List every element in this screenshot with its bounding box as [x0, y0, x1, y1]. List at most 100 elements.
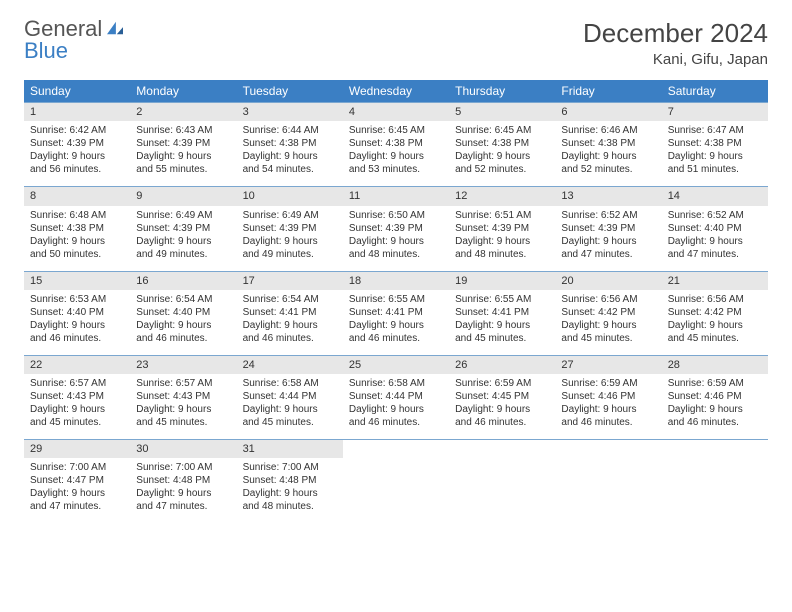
sunrise-line: Sunrise: 6:48 AM	[30, 209, 124, 222]
day-number: 15	[24, 272, 130, 290]
day-body: Sunrise: 6:57 AMSunset: 4:43 PMDaylight:…	[130, 374, 236, 439]
day-body: Sunrise: 6:47 AMSunset: 4:38 PMDaylight:…	[662, 121, 768, 186]
day-number: 24	[237, 356, 343, 374]
sunrise-line: Sunrise: 6:52 AM	[668, 209, 762, 222]
daylight-line: Daylight: 9 hours and 49 minutes.	[243, 235, 337, 261]
calendar-cell: 19Sunrise: 6:55 AMSunset: 4:41 PMDayligh…	[449, 271, 555, 355]
day-body: Sunrise: 6:48 AMSunset: 4:38 PMDaylight:…	[24, 206, 130, 271]
sunset-line: Sunset: 4:44 PM	[349, 390, 443, 403]
day-body: Sunrise: 6:56 AMSunset: 4:42 PMDaylight:…	[662, 290, 768, 355]
day-number: 22	[24, 356, 130, 374]
day-number: 13	[555, 187, 661, 205]
sunrise-line: Sunrise: 6:59 AM	[668, 377, 762, 390]
sunset-line: Sunset: 4:44 PM	[243, 390, 337, 403]
sunset-line: Sunset: 4:47 PM	[30, 474, 124, 487]
sunrise-line: Sunrise: 6:52 AM	[561, 209, 655, 222]
day-body: Sunrise: 6:56 AMSunset: 4:42 PMDaylight:…	[555, 290, 661, 355]
sail-icon	[105, 18, 125, 40]
day-body: Sunrise: 6:43 AMSunset: 4:39 PMDaylight:…	[130, 121, 236, 186]
day-number: 26	[449, 356, 555, 374]
calendar-cell: 23Sunrise: 6:57 AMSunset: 4:43 PMDayligh…	[130, 355, 236, 439]
calendar-cell: 11Sunrise: 6:50 AMSunset: 4:39 PMDayligh…	[343, 187, 449, 271]
daylight-line: Daylight: 9 hours and 48 minutes.	[455, 235, 549, 261]
day-number: 20	[555, 272, 661, 290]
day-body: Sunrise: 6:45 AMSunset: 4:38 PMDaylight:…	[449, 121, 555, 186]
calendar-cell: 14Sunrise: 6:52 AMSunset: 4:40 PMDayligh…	[662, 187, 768, 271]
daylight-line: Daylight: 9 hours and 46 minutes.	[349, 319, 443, 345]
sunset-line: Sunset: 4:40 PM	[30, 306, 124, 319]
daylight-line: Daylight: 9 hours and 46 minutes.	[30, 319, 124, 345]
calendar-row: 8Sunrise: 6:48 AMSunset: 4:38 PMDaylight…	[24, 187, 768, 271]
sunrise-line: Sunrise: 6:45 AM	[455, 124, 549, 137]
sunrise-line: Sunrise: 6:49 AM	[136, 209, 230, 222]
sunset-line: Sunset: 4:42 PM	[561, 306, 655, 319]
sunrise-line: Sunrise: 6:42 AM	[30, 124, 124, 137]
daylight-line: Daylight: 9 hours and 50 minutes.	[30, 235, 124, 261]
day-body: Sunrise: 6:50 AMSunset: 4:39 PMDaylight:…	[343, 206, 449, 271]
weekday-header: Sunday	[24, 80, 130, 103]
weekday-header: Tuesday	[237, 80, 343, 103]
day-body: Sunrise: 6:52 AMSunset: 4:40 PMDaylight:…	[662, 206, 768, 271]
calendar-cell: 2Sunrise: 6:43 AMSunset: 4:39 PMDaylight…	[130, 103, 236, 187]
calendar-cell: 7Sunrise: 6:47 AMSunset: 4:38 PMDaylight…	[662, 103, 768, 187]
calendar-row: 22Sunrise: 6:57 AMSunset: 4:43 PMDayligh…	[24, 355, 768, 439]
calendar-cell: 27Sunrise: 6:59 AMSunset: 4:46 PMDayligh…	[555, 355, 661, 439]
sunset-line: Sunset: 4:39 PM	[136, 137, 230, 150]
sunset-line: Sunset: 4:45 PM	[455, 390, 549, 403]
day-body: Sunrise: 6:54 AMSunset: 4:41 PMDaylight:…	[237, 290, 343, 355]
sunrise-line: Sunrise: 6:57 AM	[136, 377, 230, 390]
calendar-cell: 10Sunrise: 6:49 AMSunset: 4:39 PMDayligh…	[237, 187, 343, 271]
weekday-header: Saturday	[662, 80, 768, 103]
calendar-cell-empty	[449, 440, 555, 524]
daylight-line: Daylight: 9 hours and 47 minutes.	[668, 235, 762, 261]
day-number: 5	[449, 103, 555, 121]
day-body: Sunrise: 6:59 AMSunset: 4:46 PMDaylight:…	[662, 374, 768, 439]
daylight-line: Daylight: 9 hours and 53 minutes.	[349, 150, 443, 176]
day-body: Sunrise: 6:42 AMSunset: 4:39 PMDaylight:…	[24, 121, 130, 186]
logo-text-2: Blue	[24, 38, 68, 63]
calendar-table: Sunday Monday Tuesday Wednesday Thursday…	[24, 80, 768, 523]
daylight-line: Daylight: 9 hours and 46 minutes.	[349, 403, 443, 429]
calendar-cell: 3Sunrise: 6:44 AMSunset: 4:38 PMDaylight…	[237, 103, 343, 187]
daylight-line: Daylight: 9 hours and 52 minutes.	[455, 150, 549, 176]
day-body: Sunrise: 6:49 AMSunset: 4:39 PMDaylight:…	[237, 206, 343, 271]
sunrise-line: Sunrise: 7:00 AM	[30, 461, 124, 474]
day-number: 1	[24, 103, 130, 121]
sunset-line: Sunset: 4:38 PM	[349, 137, 443, 150]
day-body: Sunrise: 6:52 AMSunset: 4:39 PMDaylight:…	[555, 206, 661, 271]
sunrise-line: Sunrise: 6:56 AM	[668, 293, 762, 306]
sunrise-line: Sunrise: 6:58 AM	[243, 377, 337, 390]
calendar-cell: 24Sunrise: 6:58 AMSunset: 4:44 PMDayligh…	[237, 355, 343, 439]
day-body: Sunrise: 6:46 AMSunset: 4:38 PMDaylight:…	[555, 121, 661, 186]
calendar-row: 15Sunrise: 6:53 AMSunset: 4:40 PMDayligh…	[24, 271, 768, 355]
calendar-cell: 25Sunrise: 6:58 AMSunset: 4:44 PMDayligh…	[343, 355, 449, 439]
day-body: Sunrise: 6:59 AMSunset: 4:45 PMDaylight:…	[449, 374, 555, 439]
day-body: Sunrise: 6:49 AMSunset: 4:39 PMDaylight:…	[130, 206, 236, 271]
sunrise-line: Sunrise: 6:46 AM	[561, 124, 655, 137]
calendar-row: 29Sunrise: 7:00 AMSunset: 4:47 PMDayligh…	[24, 440, 768, 524]
sunrise-line: Sunrise: 6:54 AM	[243, 293, 337, 306]
sunrise-line: Sunrise: 6:56 AM	[561, 293, 655, 306]
daylight-line: Daylight: 9 hours and 46 minutes.	[455, 403, 549, 429]
calendar-cell: 18Sunrise: 6:55 AMSunset: 4:41 PMDayligh…	[343, 271, 449, 355]
day-body: Sunrise: 6:54 AMSunset: 4:40 PMDaylight:…	[130, 290, 236, 355]
day-number: 8	[24, 187, 130, 205]
sunset-line: Sunset: 4:40 PM	[136, 306, 230, 319]
day-number: 30	[130, 440, 236, 458]
sunrise-line: Sunrise: 6:59 AM	[561, 377, 655, 390]
daylight-line: Daylight: 9 hours and 45 minutes.	[668, 319, 762, 345]
sunset-line: Sunset: 4:41 PM	[349, 306, 443, 319]
day-body: Sunrise: 6:58 AMSunset: 4:44 PMDaylight:…	[237, 374, 343, 439]
sunset-line: Sunset: 4:42 PM	[668, 306, 762, 319]
day-number: 31	[237, 440, 343, 458]
calendar-cell-empty	[343, 440, 449, 524]
calendar-row: 1Sunrise: 6:42 AMSunset: 4:39 PMDaylight…	[24, 103, 768, 187]
day-body: Sunrise: 6:53 AMSunset: 4:40 PMDaylight:…	[24, 290, 130, 355]
daylight-line: Daylight: 9 hours and 47 minutes.	[30, 487, 124, 513]
sunset-line: Sunset: 4:38 PM	[561, 137, 655, 150]
sunrise-line: Sunrise: 7:00 AM	[136, 461, 230, 474]
day-number: 29	[24, 440, 130, 458]
calendar-cell: 6Sunrise: 6:46 AMSunset: 4:38 PMDaylight…	[555, 103, 661, 187]
day-number: 10	[237, 187, 343, 205]
sunset-line: Sunset: 4:38 PM	[243, 137, 337, 150]
